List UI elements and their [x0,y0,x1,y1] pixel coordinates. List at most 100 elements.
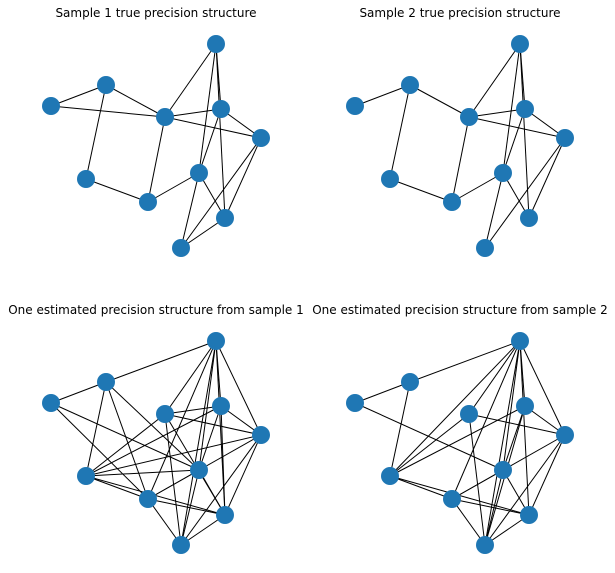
graph-edge [451,172,504,203]
graph-edge [164,405,222,415]
graph-node [139,193,157,211]
graph-edge [354,84,411,107]
graph-edge [484,434,566,546]
graph-edge [502,43,521,174]
graph-edge [164,413,262,436]
graph-node [212,397,230,415]
graph-node [516,100,534,118]
graph-edge [354,381,411,404]
graph-edge [180,137,262,249]
graph-edge [85,475,149,500]
graph-edge [198,340,217,471]
graph-node [556,426,574,444]
graph-node [212,100,230,118]
panel-2-edges [354,43,566,249]
graph-edge [164,413,182,546]
graph-edge [468,340,521,415]
graph-node [42,394,60,412]
graph-edge [105,381,149,500]
graph-node [156,108,174,126]
graph-edge [224,434,262,516]
graph-edge [147,498,226,516]
graph-node [381,467,399,485]
graph-node [190,164,208,182]
graph-edge [451,469,504,500]
graph-node [476,239,494,257]
graph-edge [220,405,226,516]
panel-1-nodes [42,35,270,257]
graph-edge [451,498,530,516]
graph-edge [409,340,521,383]
graph-node [77,467,95,485]
graph-edge [451,340,521,500]
graph-edge [180,172,200,249]
graph-edge [198,405,222,471]
graph-node [443,490,461,508]
graph-edge [484,172,504,249]
graph-node [346,394,364,412]
graph-node [97,373,115,391]
graph-edge [147,340,217,500]
graph-edge [224,137,262,219]
graph-node [97,76,115,94]
graph-edge [198,108,222,174]
panel-3-title: One estimated precision structure from s… [8,303,304,317]
panel-1: Sample 1 true precision structure [42,6,270,257]
graph-node [476,536,494,554]
graph-edge [354,402,504,471]
graph-node [401,373,419,391]
panel-3: One estimated precision structure from s… [8,303,304,554]
graph-edge [180,434,262,546]
graph-node [401,76,419,94]
graph-edge [468,116,566,139]
panel-1-title: Sample 1 true precision structure [55,6,256,20]
graph-edge [389,178,453,203]
graph-edge [451,498,486,546]
graph-node [460,108,478,126]
panel-4-title: One estimated precision structure from s… [312,303,608,317]
graph-edge [85,381,107,477]
graph-edge [85,84,107,180]
graph-node [460,405,478,423]
graph-edge [389,381,411,477]
graph-edge [50,84,107,107]
graph-edge [50,105,166,118]
graph-node [443,193,461,211]
graph-edge [468,413,486,546]
graph-edge [468,43,521,118]
graph-edge [85,469,200,477]
graph-edge [164,43,217,118]
graph-edge [105,340,217,383]
graph-edge [484,137,566,249]
graph-node [516,397,534,415]
graph-node [494,164,512,182]
graph-node [252,129,270,147]
graph-edge [85,434,262,477]
graph-edge [85,178,149,203]
panel-4: One estimated precision structure from s… [312,303,608,554]
graph-node [139,490,157,508]
graph-node [156,405,174,423]
graph-node [77,170,95,188]
graph-edge [502,405,526,471]
graph-node [216,506,234,524]
graph-edge [409,84,470,118]
graph-edge [468,108,526,118]
graph-edge [147,116,166,203]
graph-node [172,536,190,554]
graph-node [494,461,512,479]
graph-edge [484,340,521,546]
graph-node [520,209,538,227]
graph-edge [85,413,166,477]
panel-2-nodes [346,35,574,257]
panel-2-title: Sample 2 true precision structure [359,6,560,20]
graph-node [511,332,529,350]
graph-node [252,426,270,444]
graph-edge [451,116,470,203]
graph-edge [50,381,107,404]
graph-node [207,332,225,350]
graph-edge [85,405,222,477]
graph-edge [105,84,166,118]
